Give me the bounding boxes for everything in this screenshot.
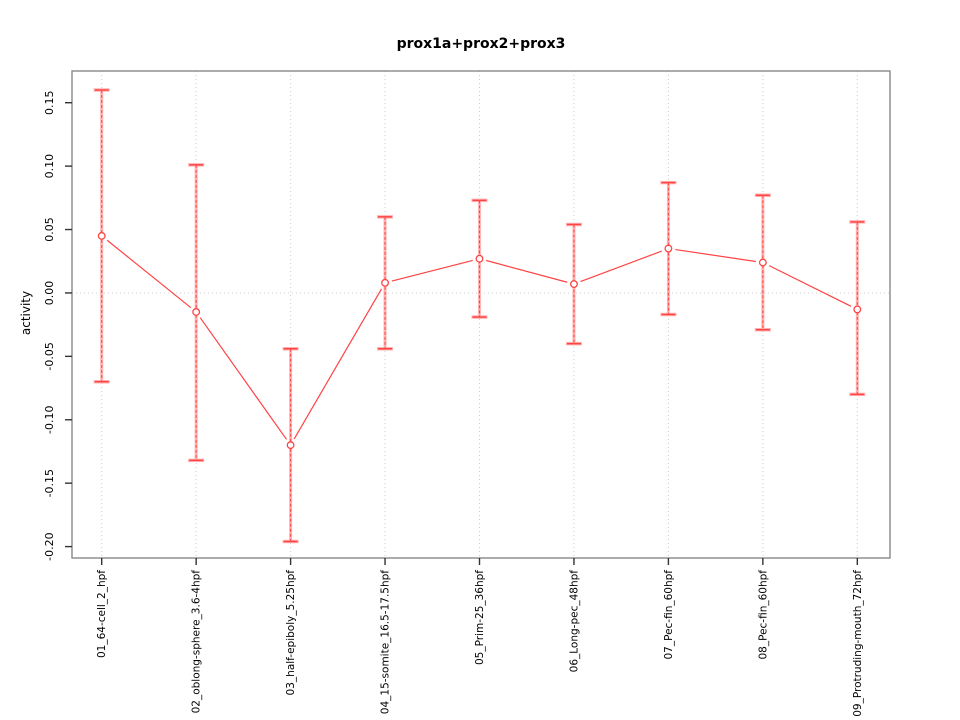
series-line-segment	[391, 259, 473, 282]
y-tick-label: 0.10	[43, 154, 56, 179]
series-line-segment	[199, 317, 288, 440]
data-point-marker	[97, 231, 106, 240]
y-tick-label: -0.10	[43, 406, 56, 434]
x-tick-label: 01_64-cell_2_hpf	[96, 570, 108, 658]
y-tick-label: -0.15	[43, 469, 56, 497]
x-tick-label: 02_oblong-sphere_3.6-4hpf	[191, 570, 203, 714]
x-tick-label: 07_Pec-fin_60hpf	[663, 570, 675, 660]
series-line-segment	[675, 248, 757, 263]
x-tick-label: 08_Pec-fin_60hpf	[757, 570, 769, 660]
data-point-marker	[192, 308, 201, 316]
series-line-segment	[293, 288, 383, 440]
x-tick-label: 09_Protruding-mouth_72hpf	[852, 570, 864, 717]
data-point-marker	[286, 441, 295, 450]
data-point-marker	[853, 305, 862, 314]
y-tick-label: 0.00	[43, 281, 56, 306]
series-line-segment	[106, 239, 192, 309]
data-point-marker	[475, 254, 484, 263]
data-point-marker	[381, 278, 389, 287]
data-point-marker	[570, 280, 578, 289]
x-tick-label: 05_Prim-25_36hpf	[474, 570, 486, 665]
x-tick-label: 03_half-epiboly_5.25hpf	[285, 570, 297, 696]
x-tick-label: 06_Long-pec_48hpf	[568, 570, 580, 673]
plot-frame	[71, 70, 891, 559]
y-tick-label: 0.15	[43, 90, 56, 115]
chart-title: prox1a+prox2+prox3	[396, 36, 566, 52]
x-tick-label: 04_15-somite_16.5-17.5hpf	[380, 570, 392, 714]
data-point-marker	[758, 258, 767, 267]
data-point-marker	[664, 244, 673, 253]
series-line-segment	[580, 250, 663, 283]
y-tick-label: -0.05	[43, 342, 56, 370]
y-tick-label: 0.05	[43, 217, 56, 242]
y-tick-label: -0.20	[43, 532, 56, 560]
series-line-segment	[768, 265, 852, 307]
series-line-segment	[486, 259, 568, 283]
